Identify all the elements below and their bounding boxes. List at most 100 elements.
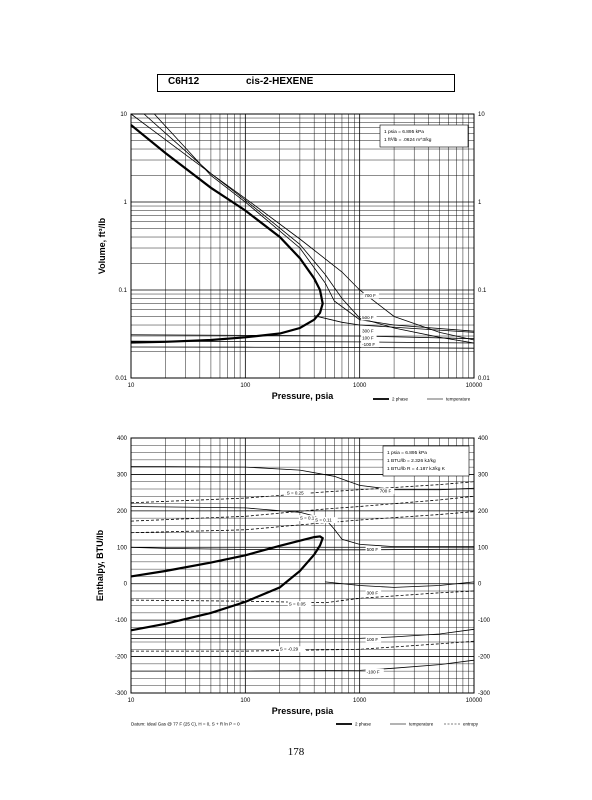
series-label-bg [298, 515, 323, 522]
chemical-formula: C6H12 [168, 76, 200, 87]
series-line [314, 315, 475, 333]
y-tick-label-right: 0.1 [478, 288, 487, 294]
conversion-note: 1 ft³/lb = .0624 m^3/kg [384, 137, 432, 143]
series-line [130, 340, 475, 344]
y-tick-label-right: 400 [478, 436, 489, 442]
x-axis-label: Pressure, psia [272, 706, 335, 716]
series-label: S = 0.11 [315, 518, 332, 523]
y-tick-label-right: 100 [478, 545, 489, 551]
series-label: 500 F [362, 315, 374, 320]
series-label: 100 F [367, 637, 379, 642]
series-line [154, 113, 475, 332]
y-tick-label-left: 300 [117, 472, 128, 478]
x-tick-label: 10000 [466, 383, 483, 389]
y-tick-label-right: 300 [478, 472, 489, 478]
x-tick-label: 10 [128, 698, 135, 704]
series-line [130, 466, 475, 491]
page-number: 178 [287, 746, 305, 758]
conversion-note: 1 psia = 6.895 kPa [384, 129, 424, 135]
legend-label: 2 phase [392, 397, 409, 402]
y-tick-label-right: 0 [478, 582, 482, 588]
datum-footnote: Datum: Ideal Gas @ 77 F (25 C), H = 0, S… [131, 722, 240, 727]
title-box: C6H12 cis-2-HEXENE [157, 74, 455, 92]
y-tick-label-right: -100 [478, 618, 491, 624]
series-label: -100 F [362, 342, 375, 347]
conversion-note-box [382, 445, 470, 477]
series-label: 700 F [364, 293, 376, 298]
series-line [130, 506, 474, 547]
series-line [131, 628, 475, 639]
series-line [131, 659, 475, 672]
y-axis-label: Enthalpy, BTU/lb [95, 529, 105, 601]
series-label: 100 F [362, 335, 374, 340]
x-tick-label: 10000 [466, 698, 483, 704]
y-tick-label-left: 0 [124, 582, 128, 588]
series-line [131, 640, 475, 652]
series-label-bg [365, 590, 382, 597]
legend-label: 2 phase [355, 722, 372, 727]
series-label-bg [314, 517, 338, 524]
series-line [130, 481, 475, 504]
series-line [130, 495, 475, 522]
conversion-note: 1 BTU/lb R = 4.187 kJ/kg K [387, 466, 446, 472]
series-label-bg [285, 489, 310, 496]
series-label: -100 F [367, 669, 380, 674]
y-tick-label-left: 0.1 [119, 288, 128, 294]
series-label: 700 F [380, 489, 392, 494]
conversion-note-box [379, 124, 469, 148]
series-label-bg [361, 314, 377, 321]
series-label-bg [361, 341, 380, 348]
series-label: S = -0.29 [280, 647, 299, 652]
y-tick-label-left: -200 [115, 655, 128, 661]
series-label: 500 F [367, 547, 379, 552]
legend-label: temperature [409, 722, 434, 727]
x-tick-label: 1000 [353, 383, 367, 389]
y-tick-label-right: -200 [478, 655, 491, 661]
y-tick-label-left: 400 [117, 436, 128, 442]
legend-label: temperature [446, 397, 471, 402]
series-label: S = 0.05 [289, 602, 306, 607]
legend-label: entropy [463, 722, 479, 727]
series-line [130, 334, 475, 340]
x-tick-label: 1000 [353, 698, 367, 704]
y-tick-label-left: 100 [117, 545, 128, 551]
x-axis-label: Pressure, psia [272, 391, 335, 401]
plot-frame [130, 437, 475, 694]
y-tick-label-left: 200 [117, 509, 128, 515]
y-tick-label-right: 200 [478, 509, 489, 515]
series-line [130, 346, 475, 349]
y-tick-label-left: 0.01 [115, 376, 127, 382]
series-label-bg [361, 334, 377, 341]
series-label-bg [365, 668, 384, 675]
series-label-bg [287, 601, 312, 608]
plot-frame [130, 113, 475, 379]
x-tick-label: 100 [240, 383, 251, 389]
y-tick-label-right: 10 [478, 112, 485, 118]
series-label-bg [278, 646, 306, 653]
series-line [130, 590, 475, 604]
series-line [143, 113, 475, 344]
conversion-note: 1 psia = 6.895 kPa [387, 450, 427, 456]
y-tick-label-left: 10 [120, 112, 127, 118]
series-label-bg [363, 292, 379, 299]
series-label: 300 F [362, 328, 374, 333]
y-tick-label-left: 1 [124, 200, 128, 206]
y-tick-label-right: 0.01 [478, 376, 490, 382]
y-tick-label-left: -100 [115, 618, 128, 624]
x-tick-label: 10 [128, 383, 135, 389]
y-tick-label-right: -300 [478, 691, 491, 697]
series-line [130, 124, 324, 344]
series-label: S = 0.25 [287, 490, 304, 495]
series-label: 300 F [367, 591, 379, 596]
series-label: S = 0.16 [300, 516, 317, 521]
y-tick-label-left: -300 [115, 691, 128, 697]
series-label-bg [378, 488, 395, 495]
series-label-bg [365, 546, 382, 553]
series-label-bg [361, 327, 377, 334]
series-label-bg [365, 636, 382, 643]
x-tick-label: 100 [240, 698, 251, 704]
conversion-note: 1 BTU/lb = 2.326 kJ/kg [387, 458, 436, 464]
